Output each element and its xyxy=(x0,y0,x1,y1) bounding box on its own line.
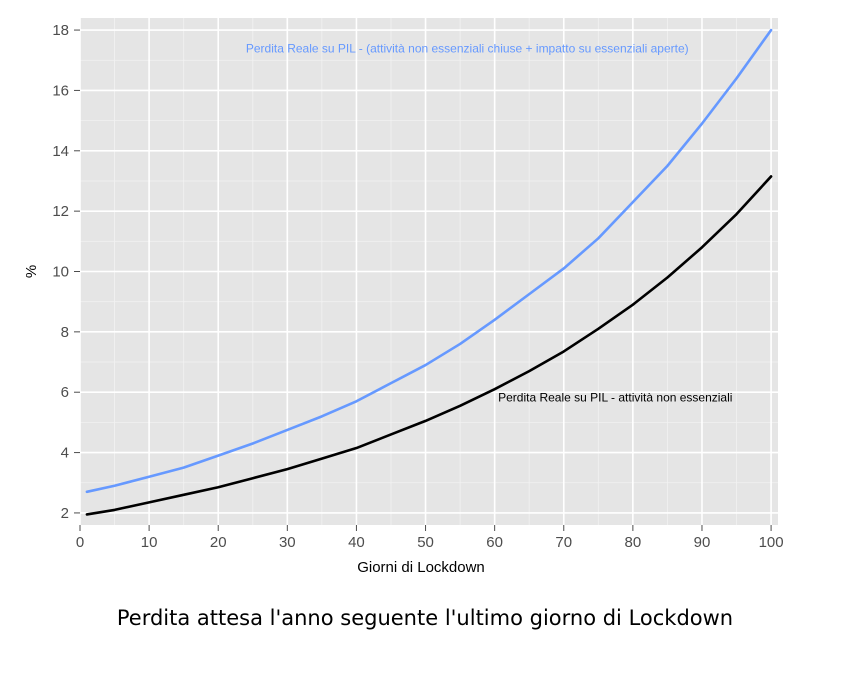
series-annotation-1: Perdita Reale su PIL - (attività non ess… xyxy=(246,42,689,56)
y-axis-title: % xyxy=(23,265,40,278)
y-tick-label: 8 xyxy=(61,324,69,341)
axes: 0 10 20 30 40 50 60 70 80 90 100 2 4 6 8 10 12 14 16 18 xyxy=(52,22,783,551)
figure-caption: Perdita attesa l'anno seguente l'ultimo … xyxy=(116,606,734,630)
x-tick-label: 60 xyxy=(486,534,503,551)
x-tick-label: 50 xyxy=(417,534,434,551)
x-tick-label: 100 xyxy=(759,534,784,551)
x-tick-label: 10 xyxy=(141,534,158,551)
y-tick-label: 18 xyxy=(52,22,69,39)
series-line-2 xyxy=(85,175,773,516)
x-tick-label: 90 xyxy=(694,534,711,551)
x-tick-label: 0 xyxy=(76,534,84,551)
series-annotation-2: Perdita Reale su PIL - attività non esse… xyxy=(498,390,732,404)
y-tick-label: 16 xyxy=(52,82,69,99)
series-line-1 xyxy=(85,28,773,494)
x-axis-title: Giorni di Lockdown xyxy=(357,559,485,576)
x-tick-label: 40 xyxy=(348,534,365,551)
series-lines xyxy=(85,28,773,516)
x-tick-label: 20 xyxy=(210,534,227,551)
y-tick-label: 12 xyxy=(52,203,69,220)
x-tick-label: 30 xyxy=(279,534,296,551)
x-tick-label: 70 xyxy=(555,534,572,551)
y-tick-label: 2 xyxy=(61,505,69,522)
y-tick-label: 10 xyxy=(52,264,69,281)
y-tick-label: 6 xyxy=(61,384,69,401)
x-tick-label: 80 xyxy=(625,534,642,551)
grid-lines xyxy=(79,18,778,525)
y-tick-label: 14 xyxy=(52,143,69,160)
line-chart: Perdita Reale su PIL - (attività non ess… xyxy=(23,18,784,576)
y-tick-label: 4 xyxy=(61,445,69,462)
annotations: Perdita Reale su PIL - (attività non ess… xyxy=(246,42,733,405)
